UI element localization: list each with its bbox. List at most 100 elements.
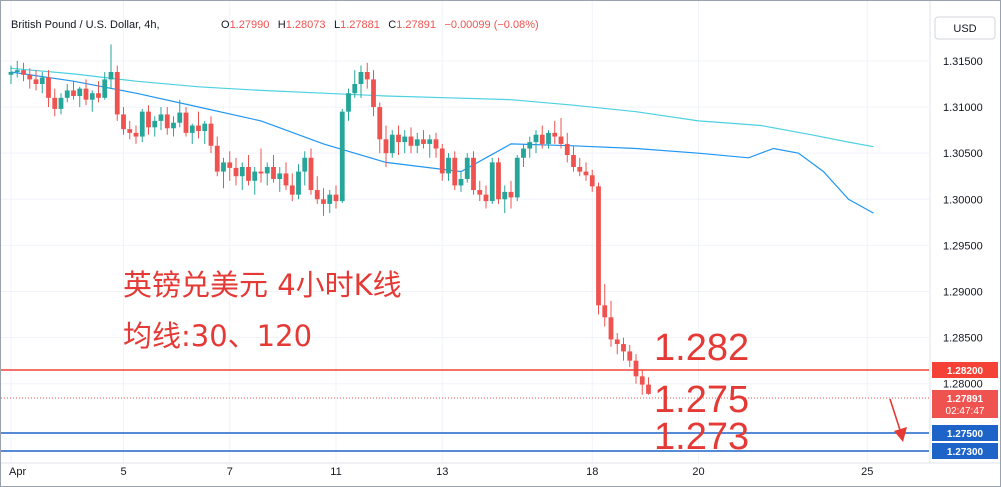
candle-body: [121, 114, 126, 130]
candle-body: [514, 157, 520, 198]
candle-body: [558, 136, 564, 144]
candle-body: [339, 111, 345, 202]
candle-body: [133, 132, 139, 137]
candle-body: [33, 79, 39, 84]
candle-body: [614, 339, 620, 345]
candle-body: [283, 173, 289, 186]
candle-body: [402, 136, 408, 143]
candle-body: [602, 305, 608, 318]
candle-body: [264, 166, 270, 174]
candle-body: [646, 384, 651, 394]
annotation-1273: 1.273: [654, 416, 749, 458]
candle-body: [396, 134, 401, 143]
candle-body: [621, 344, 626, 352]
candle-body: [471, 157, 476, 191]
candle-body: [327, 194, 333, 204]
price-axis-ticks: 1.31500 1.31000 1.30500 1.30000 1.29500 1.290…: [943, 56, 983, 391]
candle-body: [358, 72, 364, 84]
price-label-1275: [932, 425, 998, 441]
price-label-1275-text: 1.27500: [947, 429, 984, 440]
candle-body: [158, 114, 164, 121]
ohlc-key-low: L: [334, 19, 340, 31]
candle-body: [21, 70, 26, 75]
candle-body: [333, 194, 339, 202]
currency-button[interactable]: [934, 16, 996, 40]
candle-body: [346, 93, 351, 112]
candle-body: [464, 157, 470, 179]
price-tick-label: 1.28000: [943, 379, 983, 391]
candle-body: [77, 88, 83, 96]
annotation-title: 英镑兑美元 4小时K线: [123, 268, 402, 302]
price-label-1273: [932, 443, 998, 459]
candle-body: [296, 171, 301, 195]
ohlc-key-high: H: [278, 19, 286, 31]
candle-body: [46, 77, 51, 98]
candle-body: [71, 90, 76, 96]
candle-body: [633, 360, 639, 377]
candle-body: [183, 112, 189, 133]
candle-body: [139, 111, 145, 137]
candle-body: [39, 77, 45, 84]
annotation-1275: 1.275: [654, 379, 749, 421]
price-label-1282-text: 1.28200: [947, 366, 984, 377]
candle-body: [589, 175, 595, 187]
candle-body: [208, 123, 214, 146]
candle-body: [108, 72, 114, 80]
candle-body: [496, 162, 501, 200]
candle-body: [171, 122, 176, 129]
candle-body: [414, 139, 420, 146]
candle-body: [477, 190, 483, 195]
candle-body: [96, 93, 101, 98]
candle-body: [527, 142, 533, 149]
price-label-1282: [932, 362, 998, 378]
candle-body: [533, 134, 539, 143]
ma120-line: [10, 67, 874, 148]
ma30-line: [10, 71, 874, 214]
candle-body: [246, 166, 251, 181]
price-label-1273-text: 1.27300: [947, 447, 984, 458]
candle-body: [252, 171, 258, 181]
time-tick-label: 20: [692, 466, 704, 478]
candle-body: [164, 114, 170, 129]
candle-body: [596, 186, 601, 306]
candle-body: [302, 157, 308, 172]
candle-body: [89, 93, 95, 100]
time-tick-label: 5: [120, 466, 126, 478]
candle-body: [577, 166, 583, 172]
candle-body: [177, 112, 183, 123]
price-tick-label: 1.31000: [943, 102, 983, 114]
annotation-1282: 1.282: [654, 327, 749, 369]
price-tick-label: 1.31500: [943, 56, 983, 68]
candle-body: [371, 79, 376, 108]
candle-body: [27, 74, 33, 80]
candle-body: [571, 155, 576, 167]
candle-body: [271, 166, 276, 179]
annotation-ma-note: 均线:30、120: [123, 319, 312, 353]
candle-body: [258, 171, 264, 174]
candle-body: [146, 111, 151, 128]
ohlc-close-value: 1.27891: [396, 19, 436, 31]
candle-body: [502, 191, 508, 200]
candle-body: [583, 171, 589, 176]
ohlc-open-value: 1.27990: [230, 19, 270, 31]
price-tick-label: 1.29500: [943, 240, 983, 252]
ohlc-key-open: O: [221, 19, 230, 31]
candle-body: [102, 79, 108, 98]
last-price-text: 1.27891: [947, 394, 984, 405]
ohlc-readout: O1.27990 H1.28073 L1.27881 C1.27891 −0.0…: [221, 15, 539, 32]
candle-body: [421, 139, 426, 144]
ohlc-low-value: 1.27881: [340, 19, 380, 31]
last-price-label: [932, 390, 998, 418]
candle-body: [539, 134, 545, 144]
candle-body: [127, 129, 133, 133]
candle-body: [489, 162, 495, 202]
price-tick-label: 1.29000: [943, 286, 983, 298]
candle-body: [427, 139, 433, 144]
candle-body: [321, 199, 326, 204]
candle-body: [233, 167, 239, 177]
candle-body: [314, 190, 320, 200]
time-tick-label: Apr: [9, 466, 26, 478]
candle-body: [364, 72, 370, 80]
